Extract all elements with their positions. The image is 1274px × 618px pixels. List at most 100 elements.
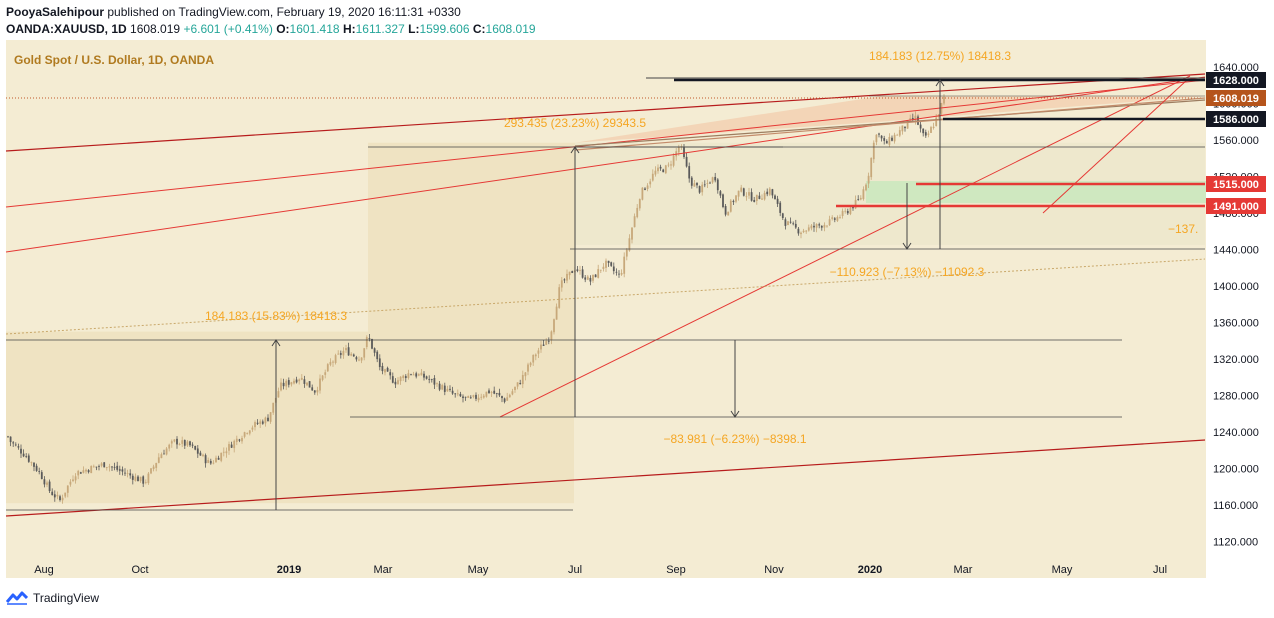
close-value: 1608.019 [485, 22, 536, 36]
candle-body [423, 373, 425, 378]
candle-body [633, 216, 636, 228]
x-tick-label: 2019 [277, 564, 301, 576]
arrow-2019h1-down-head [730, 410, 740, 418]
candle-body [189, 441, 191, 446]
candle-body [875, 134, 878, 143]
time-axis[interactable] [6, 559, 1206, 578]
candle-body [883, 138, 886, 141]
candle-body [137, 476, 139, 482]
candle-body [566, 273, 568, 281]
candle-body [300, 377, 303, 380]
candle-body [272, 402, 275, 413]
candle-body [841, 210, 844, 216]
candle-body [144, 482, 147, 483]
candle-body [326, 364, 329, 372]
candle-body [735, 195, 737, 202]
candle-body [59, 496, 61, 501]
candle-body [547, 340, 550, 342]
candle-body [264, 417, 267, 424]
projection-arrow-line[interactable] [1042, 79, 1188, 214]
wedge-top-line[interactable] [574, 99, 1206, 147]
price-label-1586.000[interactable]: 1586.000 [1206, 111, 1266, 127]
candle-body [792, 223, 795, 225]
candle-body [878, 133, 880, 135]
long-trendline-bottom[interactable] [5, 439, 1206, 517]
candle-body [610, 262, 613, 266]
candle-body [313, 390, 316, 393]
author-name[interactable]: PooyaSalehipour [6, 5, 105, 19]
low-value: 1599.606 [419, 22, 470, 36]
candle-body [129, 473, 132, 476]
candle-body [872, 142, 875, 160]
candle-body [618, 273, 620, 275]
candle-body [657, 167, 659, 172]
price-label-1608.019[interactable]: 1608.019 [1206, 90, 1266, 106]
measure-annotation[interactable]: 184.183 (12.75%) 18418.3 [869, 49, 1011, 63]
candle-body [303, 379, 306, 384]
price-label-text: 1491.000 [1213, 201, 1259, 213]
candle-body [768, 188, 771, 195]
candle-body [267, 417, 269, 422]
long-trendline-low[interactable] [5, 76, 1206, 253]
candle-body [763, 192, 766, 200]
measure-annotation[interactable]: 184.183 (15.83%) 18418.3 [205, 309, 347, 323]
y-tick-label: 1120.000 [1213, 537, 1258, 549]
price-label-bg [1206, 90, 1266, 106]
tradingview-brand[interactable]: TradingView [33, 591, 100, 605]
candle-body [516, 382, 519, 387]
price-label-1515.000[interactable]: 1515.000 [1206, 176, 1266, 192]
candle-body [204, 455, 207, 464]
measure-annotation[interactable]: −137. [1168, 222, 1198, 236]
candle-body [849, 207, 852, 214]
candle-body [329, 361, 332, 365]
x-tick-label: Jul [1153, 564, 1167, 576]
measure-annotation[interactable]: 293.435 (23.23%) 29343.5 [504, 116, 646, 130]
long-trendline-upper[interactable] [5, 73, 1206, 152]
candle-body [651, 173, 654, 181]
candle-body [454, 393, 457, 395]
candle-body [27, 455, 30, 462]
candle-body [789, 221, 792, 223]
candle-body [433, 378, 436, 385]
candle-body [20, 448, 22, 454]
candle-body [155, 462, 158, 468]
candle-body [727, 211, 730, 216]
candle-body [898, 130, 901, 136]
price-chart[interactable]: 184.183 (12.75%) 18418.3 293.435 (23.23%)… [0, 40, 1274, 582]
tradingview-logo-icon[interactable] [6, 591, 28, 605]
candle-body [160, 454, 163, 459]
candle-body [241, 437, 243, 442]
support-trendline-2019[interactable] [499, 75, 1191, 418]
candle-body [576, 269, 579, 272]
wedge-bottom-line[interactable] [574, 97, 1206, 151]
candle-body [714, 176, 717, 181]
candle-body [836, 217, 839, 221]
candle-body [280, 382, 282, 391]
candle-body [810, 225, 813, 229]
measure-annotation[interactable]: −110.923 (−7.13%) −11092.3 [830, 265, 985, 279]
candle-body [592, 274, 594, 281]
candle-body [95, 466, 98, 468]
candle-body [269, 412, 272, 422]
candle-body [542, 344, 545, 346]
candle-body [815, 223, 818, 228]
price-label-1628.000[interactable]: 1628.000 [1206, 72, 1266, 88]
candle-body [805, 230, 808, 232]
candle-body [865, 184, 867, 191]
candle-body [441, 385, 444, 390]
candle-body [77, 470, 80, 476]
candle-body [888, 136, 891, 145]
price-label-1491.000[interactable]: 1491.000 [1206, 198, 1266, 214]
candle-body [90, 466, 93, 474]
candle-body [402, 375, 405, 379]
candle-body [477, 397, 480, 401]
candle-body [880, 135, 883, 139]
x-tick-label: Mar [954, 564, 973, 576]
candle-body [685, 156, 688, 167]
measure-annotation[interactable]: −83.981 (−6.23%) −8398.1 [663, 432, 806, 446]
candle-body [667, 164, 670, 166]
candle-body [165, 448, 168, 455]
candle-body [51, 491, 54, 496]
candle-body [404, 376, 407, 379]
dotted-trendline[interactable] [5, 258, 1206, 335]
